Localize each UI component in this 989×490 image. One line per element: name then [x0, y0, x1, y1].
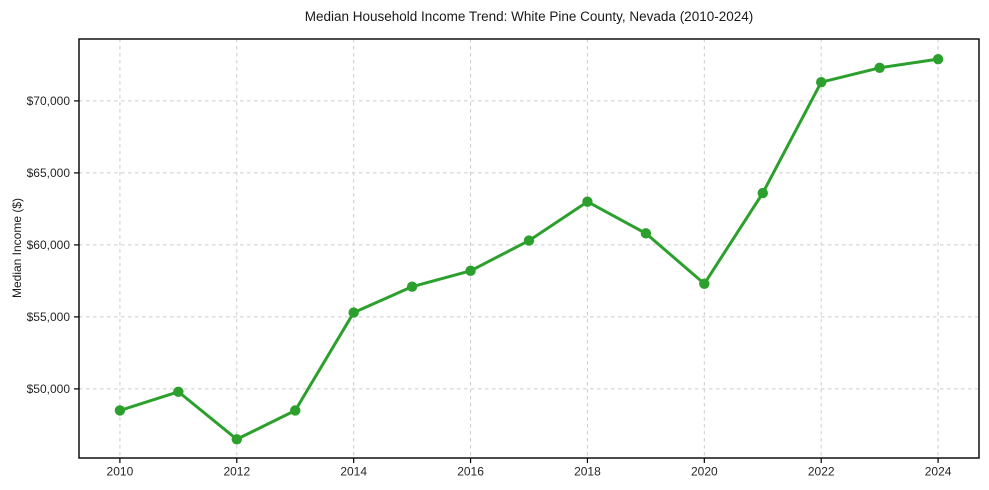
trend-line: [118, 57, 940, 441]
data-point: [640, 228, 652, 239]
x-tick-label: 2014: [340, 465, 367, 479]
y-tick-label: $55,000: [27, 310, 71, 324]
x-tick-label: 2010: [107, 465, 134, 479]
x-tick-label: 2024: [925, 465, 952, 479]
data-point: [523, 235, 535, 246]
x-tick-label: 2018: [574, 465, 601, 479]
data-point: [582, 196, 593, 207]
y-tick-label: $65,000: [27, 166, 71, 180]
x-tick-label: 2020: [691, 465, 718, 479]
data-point: [465, 265, 476, 277]
data-point: [290, 405, 301, 416]
data-point: [406, 281, 418, 292]
data-point: [757, 187, 768, 199]
y-tick-label: $50,000: [27, 382, 71, 396]
data-point: [816, 76, 827, 88]
y-tick-label: $60,000: [27, 238, 71, 252]
plot-border: [78, 38, 980, 459]
x-tick-label: 2016: [457, 465, 484, 479]
chart-title: Median Household Income Trend: White Pin…: [304, 9, 754, 24]
data-point: [348, 307, 359, 318]
x-tick-label: 2022: [808, 465, 835, 479]
data-point: [114, 405, 126, 416]
data-point: [173, 386, 184, 397]
data-point: [874, 62, 885, 73]
data-point: [231, 434, 242, 445]
data-point: [932, 53, 944, 65]
y-tick-label: $70,000: [27, 94, 71, 108]
x-tick-label: 2012: [223, 465, 250, 479]
data-point: [699, 278, 710, 289]
